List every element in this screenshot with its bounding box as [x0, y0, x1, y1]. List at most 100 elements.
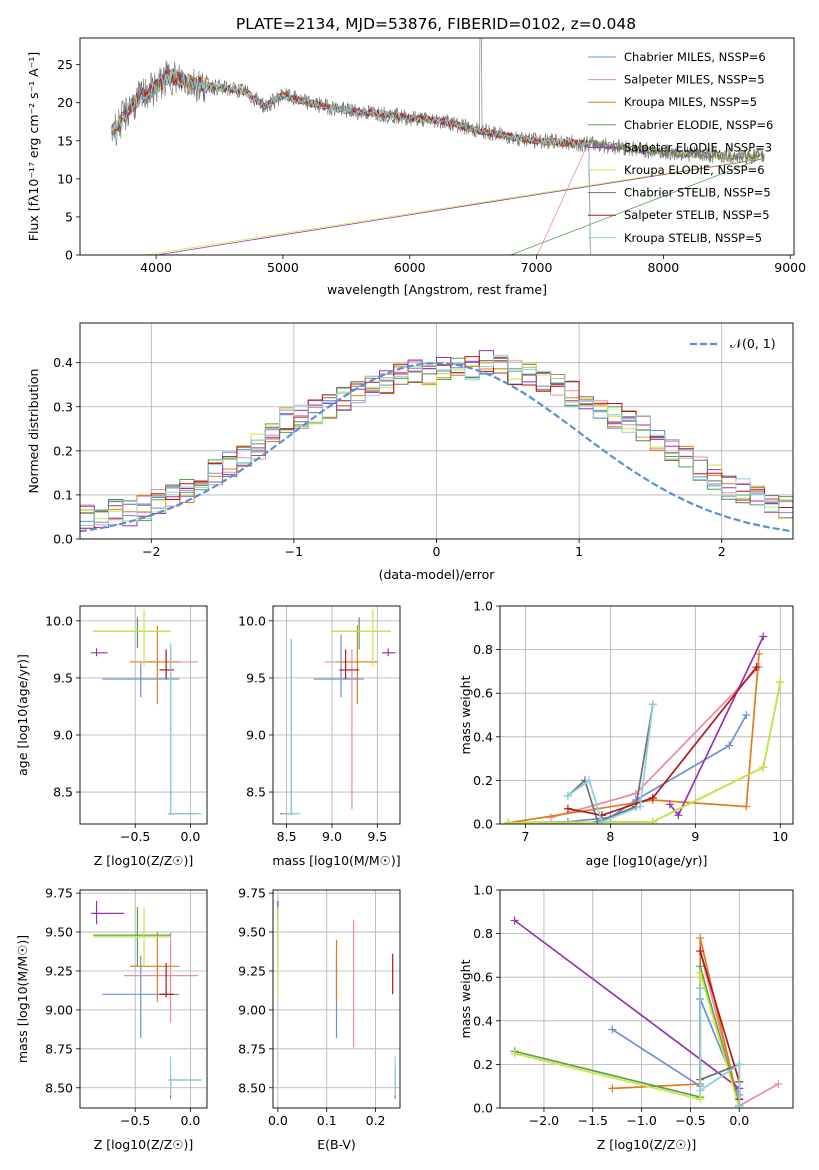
tick-label-x: −0.5	[675, 1113, 705, 1128]
marker-plus-yellow	[696, 1095, 705, 1104]
tick-label-x: 9.5	[367, 829, 387, 844]
tick-label-y: 9.75	[238, 886, 266, 901]
marker-plus-yellow	[510, 1049, 519, 1058]
tick-label-y: 9.0	[246, 727, 266, 742]
axes-5-plot-area	[91, 900, 202, 1099]
tick-label-y: 8.75	[238, 1041, 266, 1056]
marker-plus-orange	[608, 1084, 617, 1093]
mass-weight-line-red	[567, 666, 758, 817]
spectrum-line-red	[111, 69, 591, 255]
tick-label-x: 1	[575, 544, 583, 559]
marker-plus-cyan	[563, 791, 572, 800]
tick-label-x: 0.0	[180, 1113, 200, 1128]
axes-1-plot-area	[80, 350, 793, 533]
figure-title: PLATE=2134, MJD=53876, FIBERID=0102, z=0…	[236, 15, 636, 33]
histogram-step-pink	[80, 359, 793, 526]
normal-curve	[80, 361, 793, 533]
tick-label-y: 9.00	[45, 1002, 73, 1017]
legend-entry: Chabrier STELIB, NSSP=5	[624, 186, 771, 200]
x-axis-label: age [log10(age/yr)]	[586, 853, 708, 868]
tick-label-x: 7	[522, 829, 530, 844]
axes-7-frame	[499, 889, 794, 1109]
mass-weight-line-cyan	[699, 988, 741, 1106]
marker-plus-red	[648, 793, 657, 802]
tick-label-x: 9000	[774, 260, 806, 275]
marker-plus-cyan	[735, 1101, 744, 1108]
tick-label-x: 2	[718, 544, 726, 559]
tick-label-y: 0.4	[473, 729, 493, 744]
tick-label-y: 0.4	[473, 1013, 493, 1028]
tick-label-y: 0.8	[473, 926, 493, 941]
tick-label-x: 8	[606, 829, 614, 844]
mass-weight-line-green	[514, 966, 741, 1107]
legend-entry: Kroupa ELODIE, NSSP=6	[624, 163, 765, 177]
tick-label-x: −0.5	[120, 1113, 150, 1128]
spectrum-line-pink	[111, 70, 590, 255]
tick-label-y: 9.25	[45, 963, 73, 978]
marker-plus-yellow	[504, 818, 513, 824]
tick-label-y: 0.0	[473, 1101, 493, 1116]
marker-plus-cyan	[648, 700, 657, 709]
legend-entry: Kroupa MILES, NSSP=5	[624, 95, 757, 109]
histogram-step-cyan	[80, 354, 793, 526]
tick-label-y: 10.0	[45, 613, 73, 628]
tick-label-y: 0.8	[473, 642, 493, 657]
tick-label-y: 15	[57, 133, 73, 148]
y-axis-label: age [log10(age/yr)]	[15, 654, 30, 776]
x-axis-label: Z [log10(Z/Z☉)]	[597, 1137, 697, 1152]
tick-label-y: 0.2	[473, 773, 493, 788]
marker-plus-purple	[759, 632, 768, 641]
tick-label-y: 1.0	[473, 599, 493, 614]
tick-label-y: 9.00	[238, 1002, 266, 1017]
spectrum-line-cyan	[111, 70, 591, 255]
tick-label-x: 0.1	[317, 1113, 337, 1128]
histogram-step-gray	[80, 356, 793, 518]
mass-weight-line-purple	[669, 636, 765, 817]
tick-label-y: 9.5	[53, 670, 73, 685]
tick-label-x: 0.0	[729, 1113, 749, 1128]
axes-6-frame	[272, 889, 401, 1109]
legend-entry: Salpeter ELODIE, NSSP=3	[624, 140, 772, 154]
spectrum-line-orange	[111, 70, 591, 255]
marker-plus-yellow	[648, 817, 657, 824]
tick-label-y: 8.5	[53, 785, 73, 800]
tick-label-x: −1	[285, 544, 303, 559]
tick-label-x: 0	[433, 544, 441, 559]
tick-label-y: 8.50	[238, 1080, 266, 1095]
marker-plus-blue	[725, 741, 734, 750]
legend-entry: Chabrier ELODIE, NSSP=6	[624, 118, 773, 132]
marker-plus-cyan	[696, 1086, 705, 1095]
tick-label-x: 10	[772, 829, 788, 844]
tick-label-x: −2.0	[529, 1113, 559, 1128]
axes-3-frame	[272, 605, 401, 825]
tick-label-y: 1.0	[473, 883, 493, 898]
tick-label-x: 5000	[267, 260, 299, 275]
tick-label-y: 9.25	[238, 963, 266, 978]
y-axis-label: mass weight	[458, 675, 473, 754]
tick-label-y: 9.50	[238, 925, 266, 940]
axes-2-plot-area	[91, 609, 202, 815]
y-axis-label: Normed distribution	[26, 369, 41, 494]
tick-label-y: 8.5	[246, 785, 266, 800]
tick-label-x: 4000	[140, 260, 172, 275]
marker-plus-cyan	[735, 1060, 744, 1069]
marker-plus-purple	[674, 811, 683, 820]
tick-label-x: 8.5	[277, 829, 297, 844]
axes-4-frame	[499, 605, 794, 825]
mass-weight-line-yellow	[508, 682, 782, 824]
marker-plus-yellow	[696, 968, 705, 977]
mass-weight-line-purple	[514, 919, 741, 1100]
tick-label-x: 9	[691, 829, 699, 844]
legend-entry: Salpeter STELIB, NSSP=5	[624, 208, 770, 222]
tick-label-y: 0.3	[53, 399, 73, 414]
axes-3-plot-area	[280, 609, 396, 815]
axes-7-plot-area	[510, 916, 783, 1108]
legend-entry: 𝒩(0, 1)	[730, 336, 776, 351]
marker-plus-pink	[774, 1080, 783, 1089]
tick-label-y: 0.2	[53, 443, 73, 458]
tick-label-x: −2	[142, 544, 160, 559]
marker-plus-purple	[665, 800, 674, 809]
tick-label-y: 20	[57, 95, 73, 110]
tick-label-y: 0.1	[53, 487, 73, 502]
histogram-step-orange	[80, 366, 793, 519]
